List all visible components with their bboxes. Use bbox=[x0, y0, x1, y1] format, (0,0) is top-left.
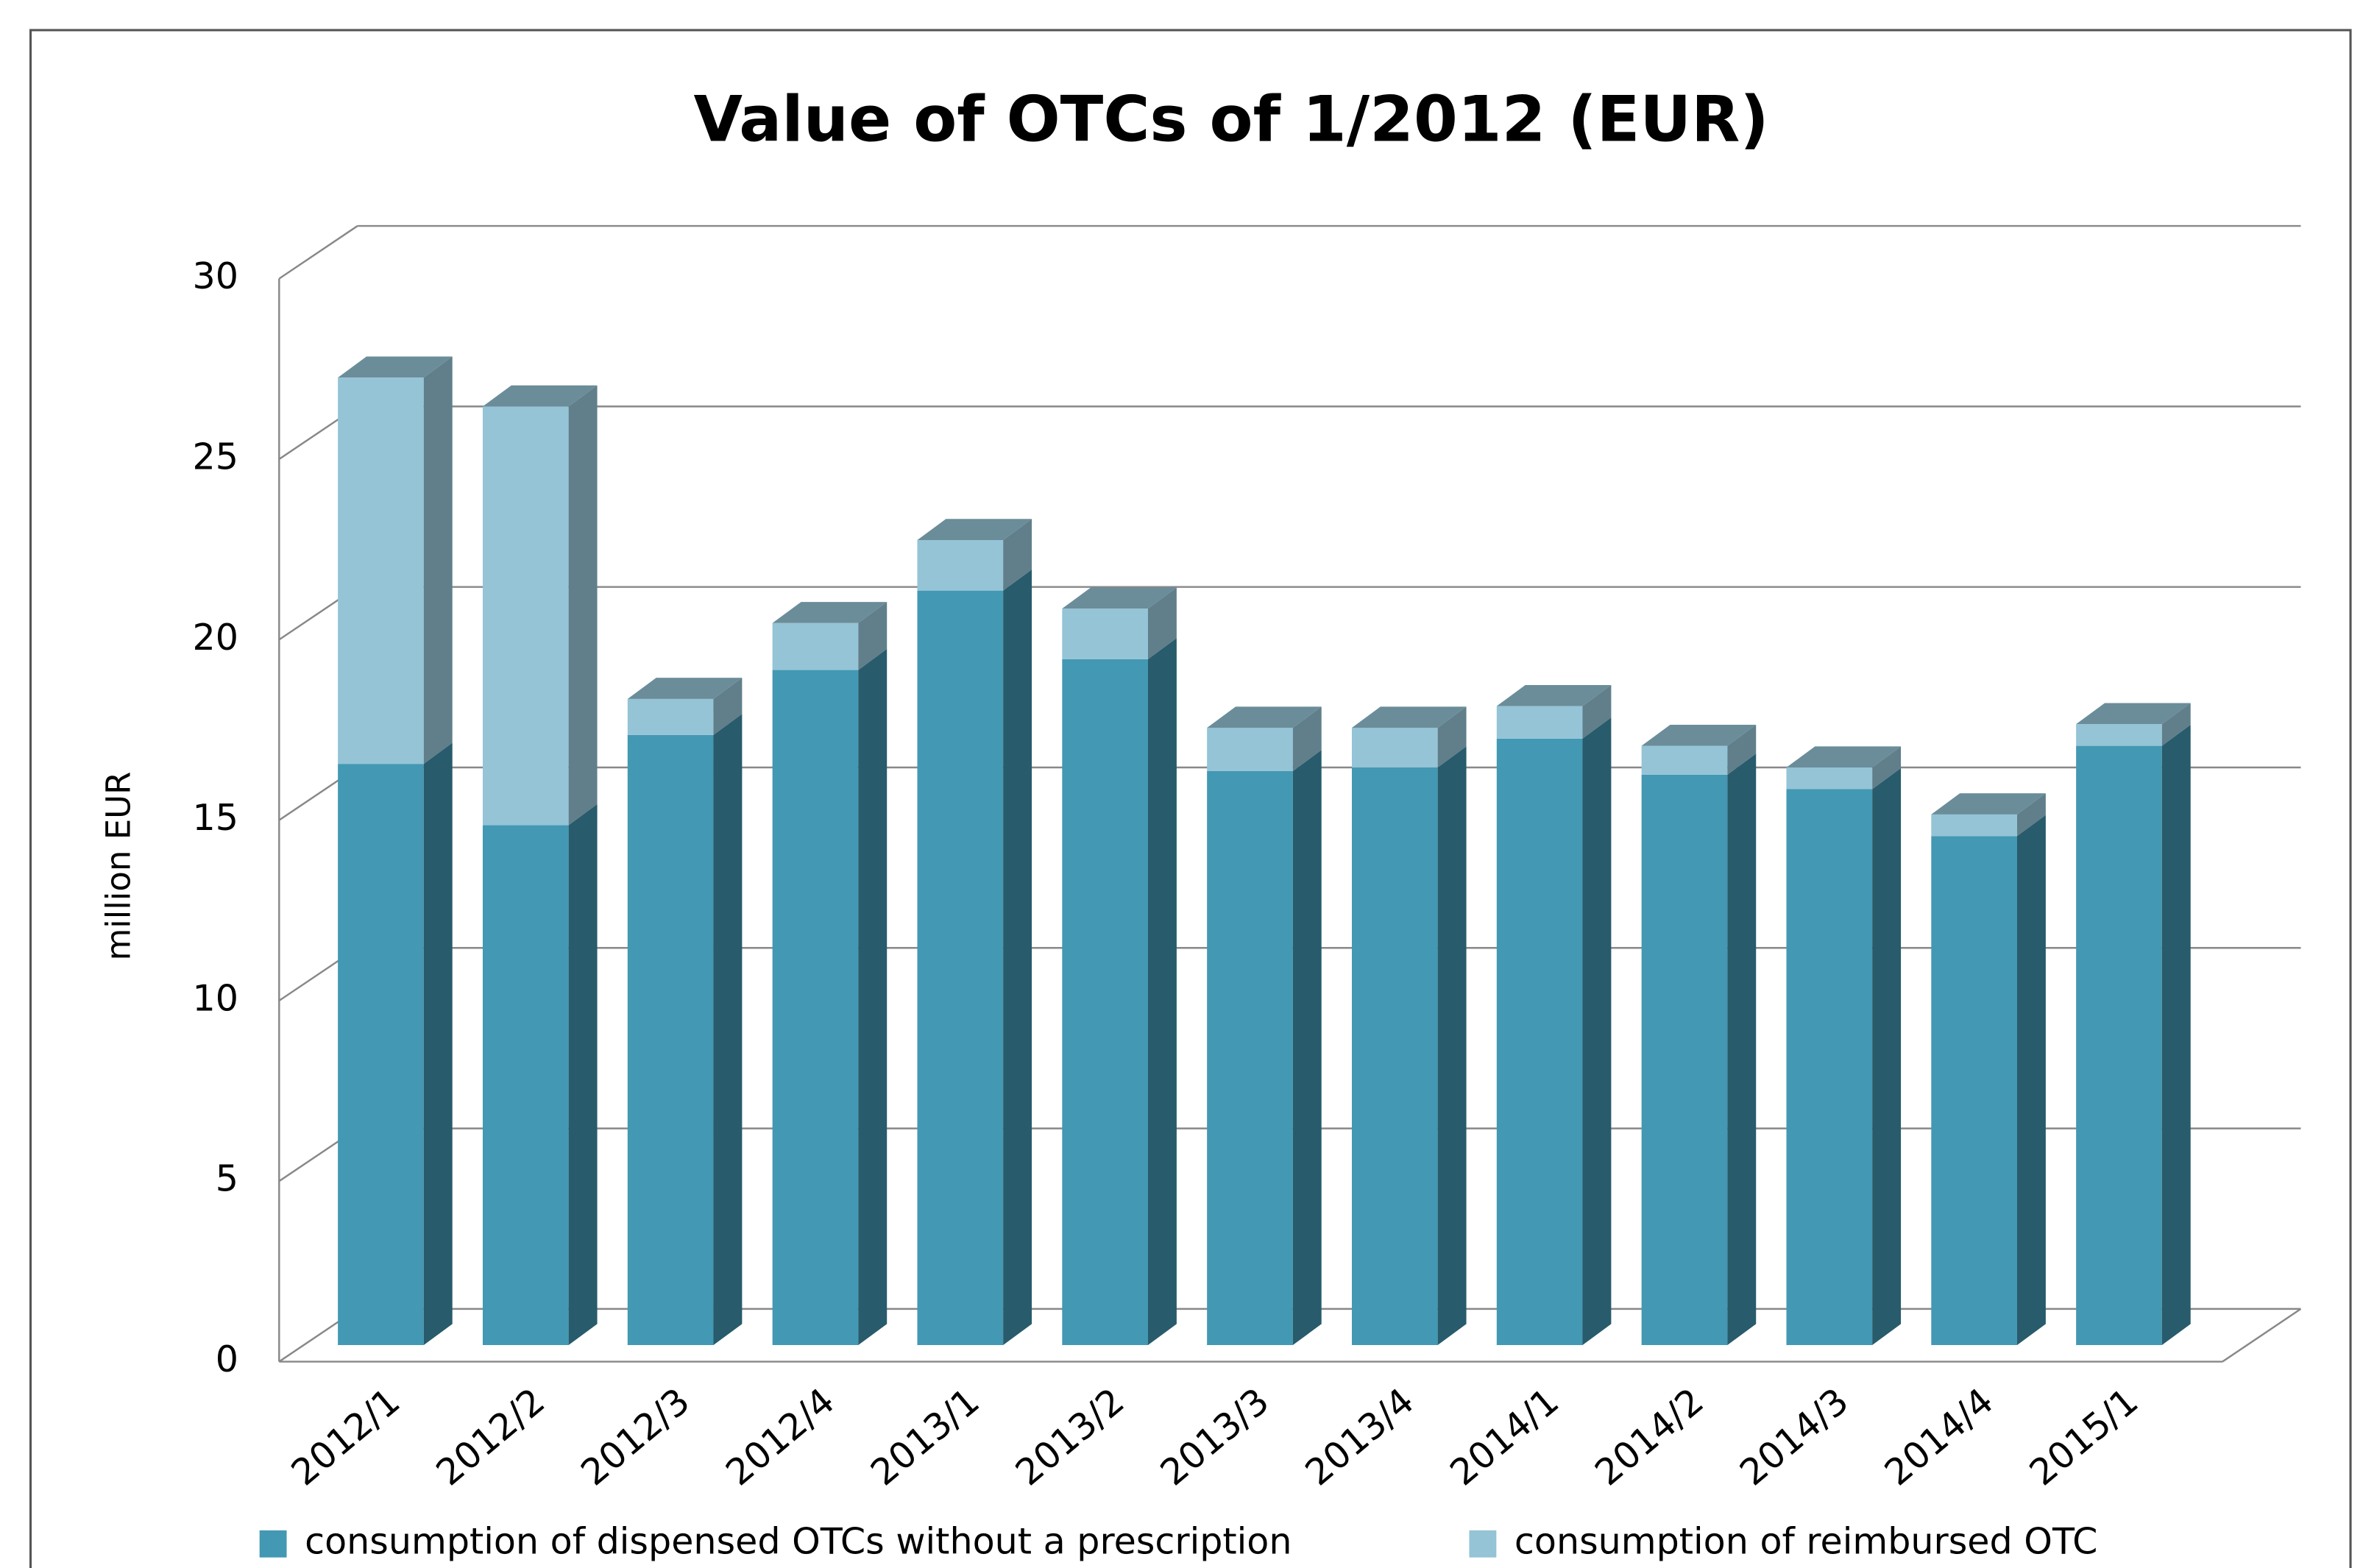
bar-front bbox=[1062, 659, 1148, 1346]
bar-side bbox=[1003, 519, 1032, 591]
legend-swatch bbox=[1469, 1530, 1497, 1558]
bar-side bbox=[423, 742, 453, 1346]
y-tick-label: 30 bbox=[193, 255, 239, 297]
bar-side bbox=[858, 648, 888, 1346]
bar-front bbox=[1062, 609, 1148, 659]
bar-top bbox=[1062, 587, 1177, 609]
bar-top bbox=[1641, 724, 1757, 746]
bar-front bbox=[1496, 738, 1583, 1346]
bar-front bbox=[772, 622, 859, 670]
legend-swatch bbox=[259, 1530, 287, 1558]
bar-side bbox=[1147, 587, 1177, 659]
bar-front bbox=[338, 764, 424, 1346]
bar-top bbox=[1786, 746, 1902, 768]
bar-side bbox=[1437, 746, 1467, 1346]
bar-front bbox=[2076, 745, 2162, 1346]
bar-side bbox=[2016, 793, 2046, 837]
bar-front bbox=[1207, 770, 1293, 1346]
bar-front bbox=[627, 734, 714, 1346]
bar-side bbox=[2161, 703, 2191, 746]
bar-side bbox=[423, 356, 453, 765]
bar-side bbox=[1292, 750, 1322, 1346]
bar-side bbox=[1727, 724, 1757, 775]
bar-front bbox=[917, 539, 1004, 591]
bar-front bbox=[482, 406, 569, 826]
bar-front bbox=[627, 698, 714, 735]
bar-side bbox=[713, 714, 743, 1346]
bar-front bbox=[1496, 706, 1583, 739]
y-tick-label: 25 bbox=[193, 436, 239, 478]
bar-top bbox=[1496, 684, 1612, 706]
bar-front bbox=[772, 670, 859, 1346]
bar-side bbox=[1437, 706, 1467, 768]
bar-side bbox=[568, 803, 598, 1346]
bar-front bbox=[1351, 767, 1438, 1346]
bar-top bbox=[1351, 706, 1467, 728]
bar-side bbox=[1582, 717, 1612, 1346]
bar-front bbox=[1931, 814, 2017, 837]
bar-front bbox=[482, 825, 569, 1346]
bar-front bbox=[2076, 724, 2162, 746]
y-tick-label: 20 bbox=[193, 616, 239, 659]
bar-front bbox=[1351, 728, 1438, 768]
bar-top bbox=[338, 356, 453, 378]
bar-front bbox=[1641, 745, 1728, 775]
bar-side bbox=[568, 385, 598, 826]
bar-front bbox=[917, 590, 1004, 1346]
bar-side bbox=[2161, 724, 2191, 1346]
y-tick-label: 5 bbox=[216, 1157, 238, 1200]
bar-front bbox=[1207, 728, 1293, 771]
y-axis-label: million EUR bbox=[99, 772, 138, 961]
bar-side bbox=[1727, 753, 1757, 1346]
bar-side bbox=[858, 602, 888, 670]
bar-front bbox=[338, 377, 424, 765]
bar-top bbox=[917, 519, 1032, 540]
bar-front bbox=[1931, 836, 2017, 1346]
y-tick-label: 15 bbox=[193, 796, 239, 839]
bar-front bbox=[1641, 774, 1728, 1346]
bar-side bbox=[713, 678, 743, 735]
legend-label: consumption of reimbursed OTC bbox=[1514, 1520, 2097, 1563]
grid-line bbox=[278, 225, 358, 280]
chart-title: Value of OTCs of 1/2012 (EUR) bbox=[693, 82, 1768, 156]
bar-top bbox=[1931, 793, 2046, 815]
bar-side bbox=[2016, 815, 2046, 1346]
bar-front bbox=[1786, 789, 1873, 1346]
bar-front bbox=[1786, 767, 1873, 790]
bar-top bbox=[1207, 706, 1322, 728]
bar-side bbox=[1003, 569, 1032, 1346]
bar-side bbox=[1582, 684, 1612, 739]
axis-line bbox=[2222, 1308, 2302, 1363]
bar-side bbox=[1292, 706, 1322, 771]
bar-side bbox=[1872, 767, 1902, 1346]
bar-side bbox=[1147, 638, 1177, 1346]
bar-top bbox=[482, 385, 598, 407]
y-tick-label: 0 bbox=[216, 1338, 238, 1380]
bar-top bbox=[627, 678, 743, 699]
bar-top bbox=[772, 602, 888, 623]
bar-side bbox=[1872, 746, 1902, 790]
bar-top bbox=[2076, 703, 2191, 725]
y-tick-label: 10 bbox=[193, 976, 239, 1019]
legend-label: consumption of dispensed OTCs without a … bbox=[305, 1520, 1292, 1563]
